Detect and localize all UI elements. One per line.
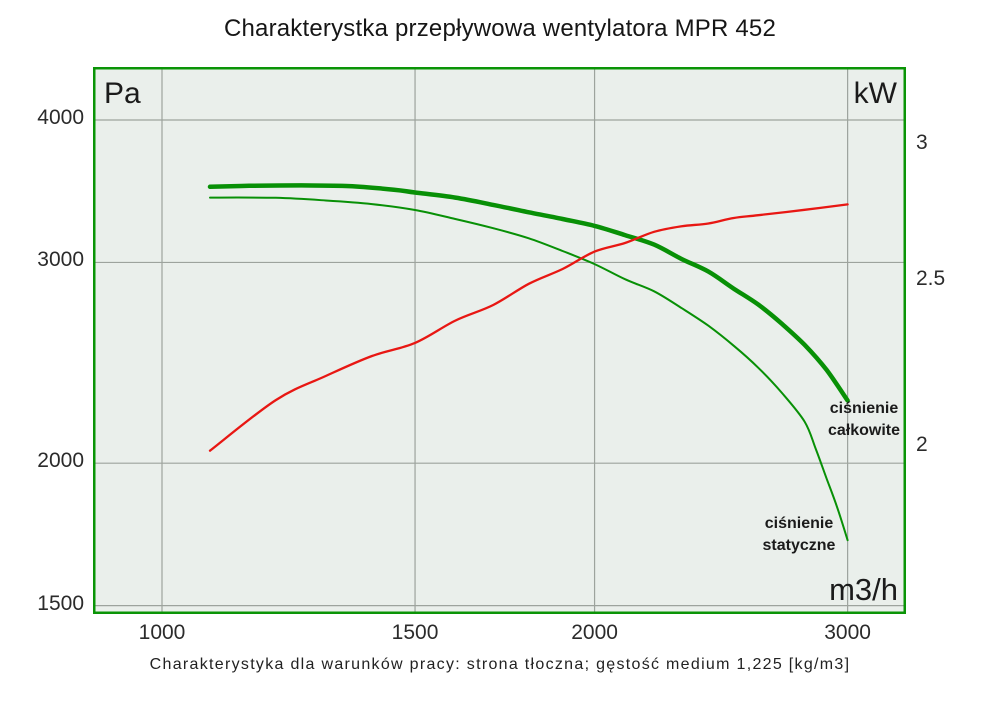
plot-border <box>93 67 906 614</box>
plot-area: Pa kW m3/h <box>93 67 906 614</box>
chart-caption: Charakterystyka dla warunków pracy: stro… <box>149 656 851 673</box>
left-axis-tick-4000: 4000 <box>37 106 84 129</box>
x-axis-tick-3000: 3000 <box>824 621 871 644</box>
right-axis-tick-3: 3 <box>916 131 928 154</box>
left-axis-unit-label: Pa <box>104 77 141 110</box>
curve-cisnienie-calkowite <box>207 183 850 403</box>
right-axis-unit-label: kW <box>853 77 897 110</box>
static-pressure-annotation-line1: ciśnienie <box>764 515 834 532</box>
x-axis-tick-1000: 1000 <box>138 621 186 644</box>
static-pressure-annotation-line2: statyczne <box>762 537 836 554</box>
curve-cisnienie-statyczne <box>209 196 849 542</box>
total-pressure-annotation-line1: ciśnienie <box>829 400 899 417</box>
right-axis-tick-2: 2 <box>916 432 928 456</box>
curve-moc <box>208 203 849 452</box>
chart-title: Charakterystka przepływowa wentylatora M… <box>223 15 777 42</box>
total-pressure-annotation-line2: całkowite <box>827 422 901 439</box>
left-axis-tick-2000: 2000 <box>37 449 84 473</box>
left-axis-tick-1500: 1500 <box>37 591 84 615</box>
left-axis-tick-3000: 3000 <box>37 248 84 272</box>
total-pressure-annotation: ciśnienie całkowite <box>822 398 906 442</box>
plot-canvas <box>93 67 906 614</box>
static-pressure-annotation: ciśnienie statyczne <box>756 513 842 557</box>
x-axis-tick-2000: 2000 <box>571 621 618 644</box>
right-axis-tick-2.5: 2.5 <box>916 266 946 290</box>
x-axis-unit-label: m3/h <box>829 572 898 607</box>
x-axis-tick-1500: 1500 <box>391 621 439 644</box>
